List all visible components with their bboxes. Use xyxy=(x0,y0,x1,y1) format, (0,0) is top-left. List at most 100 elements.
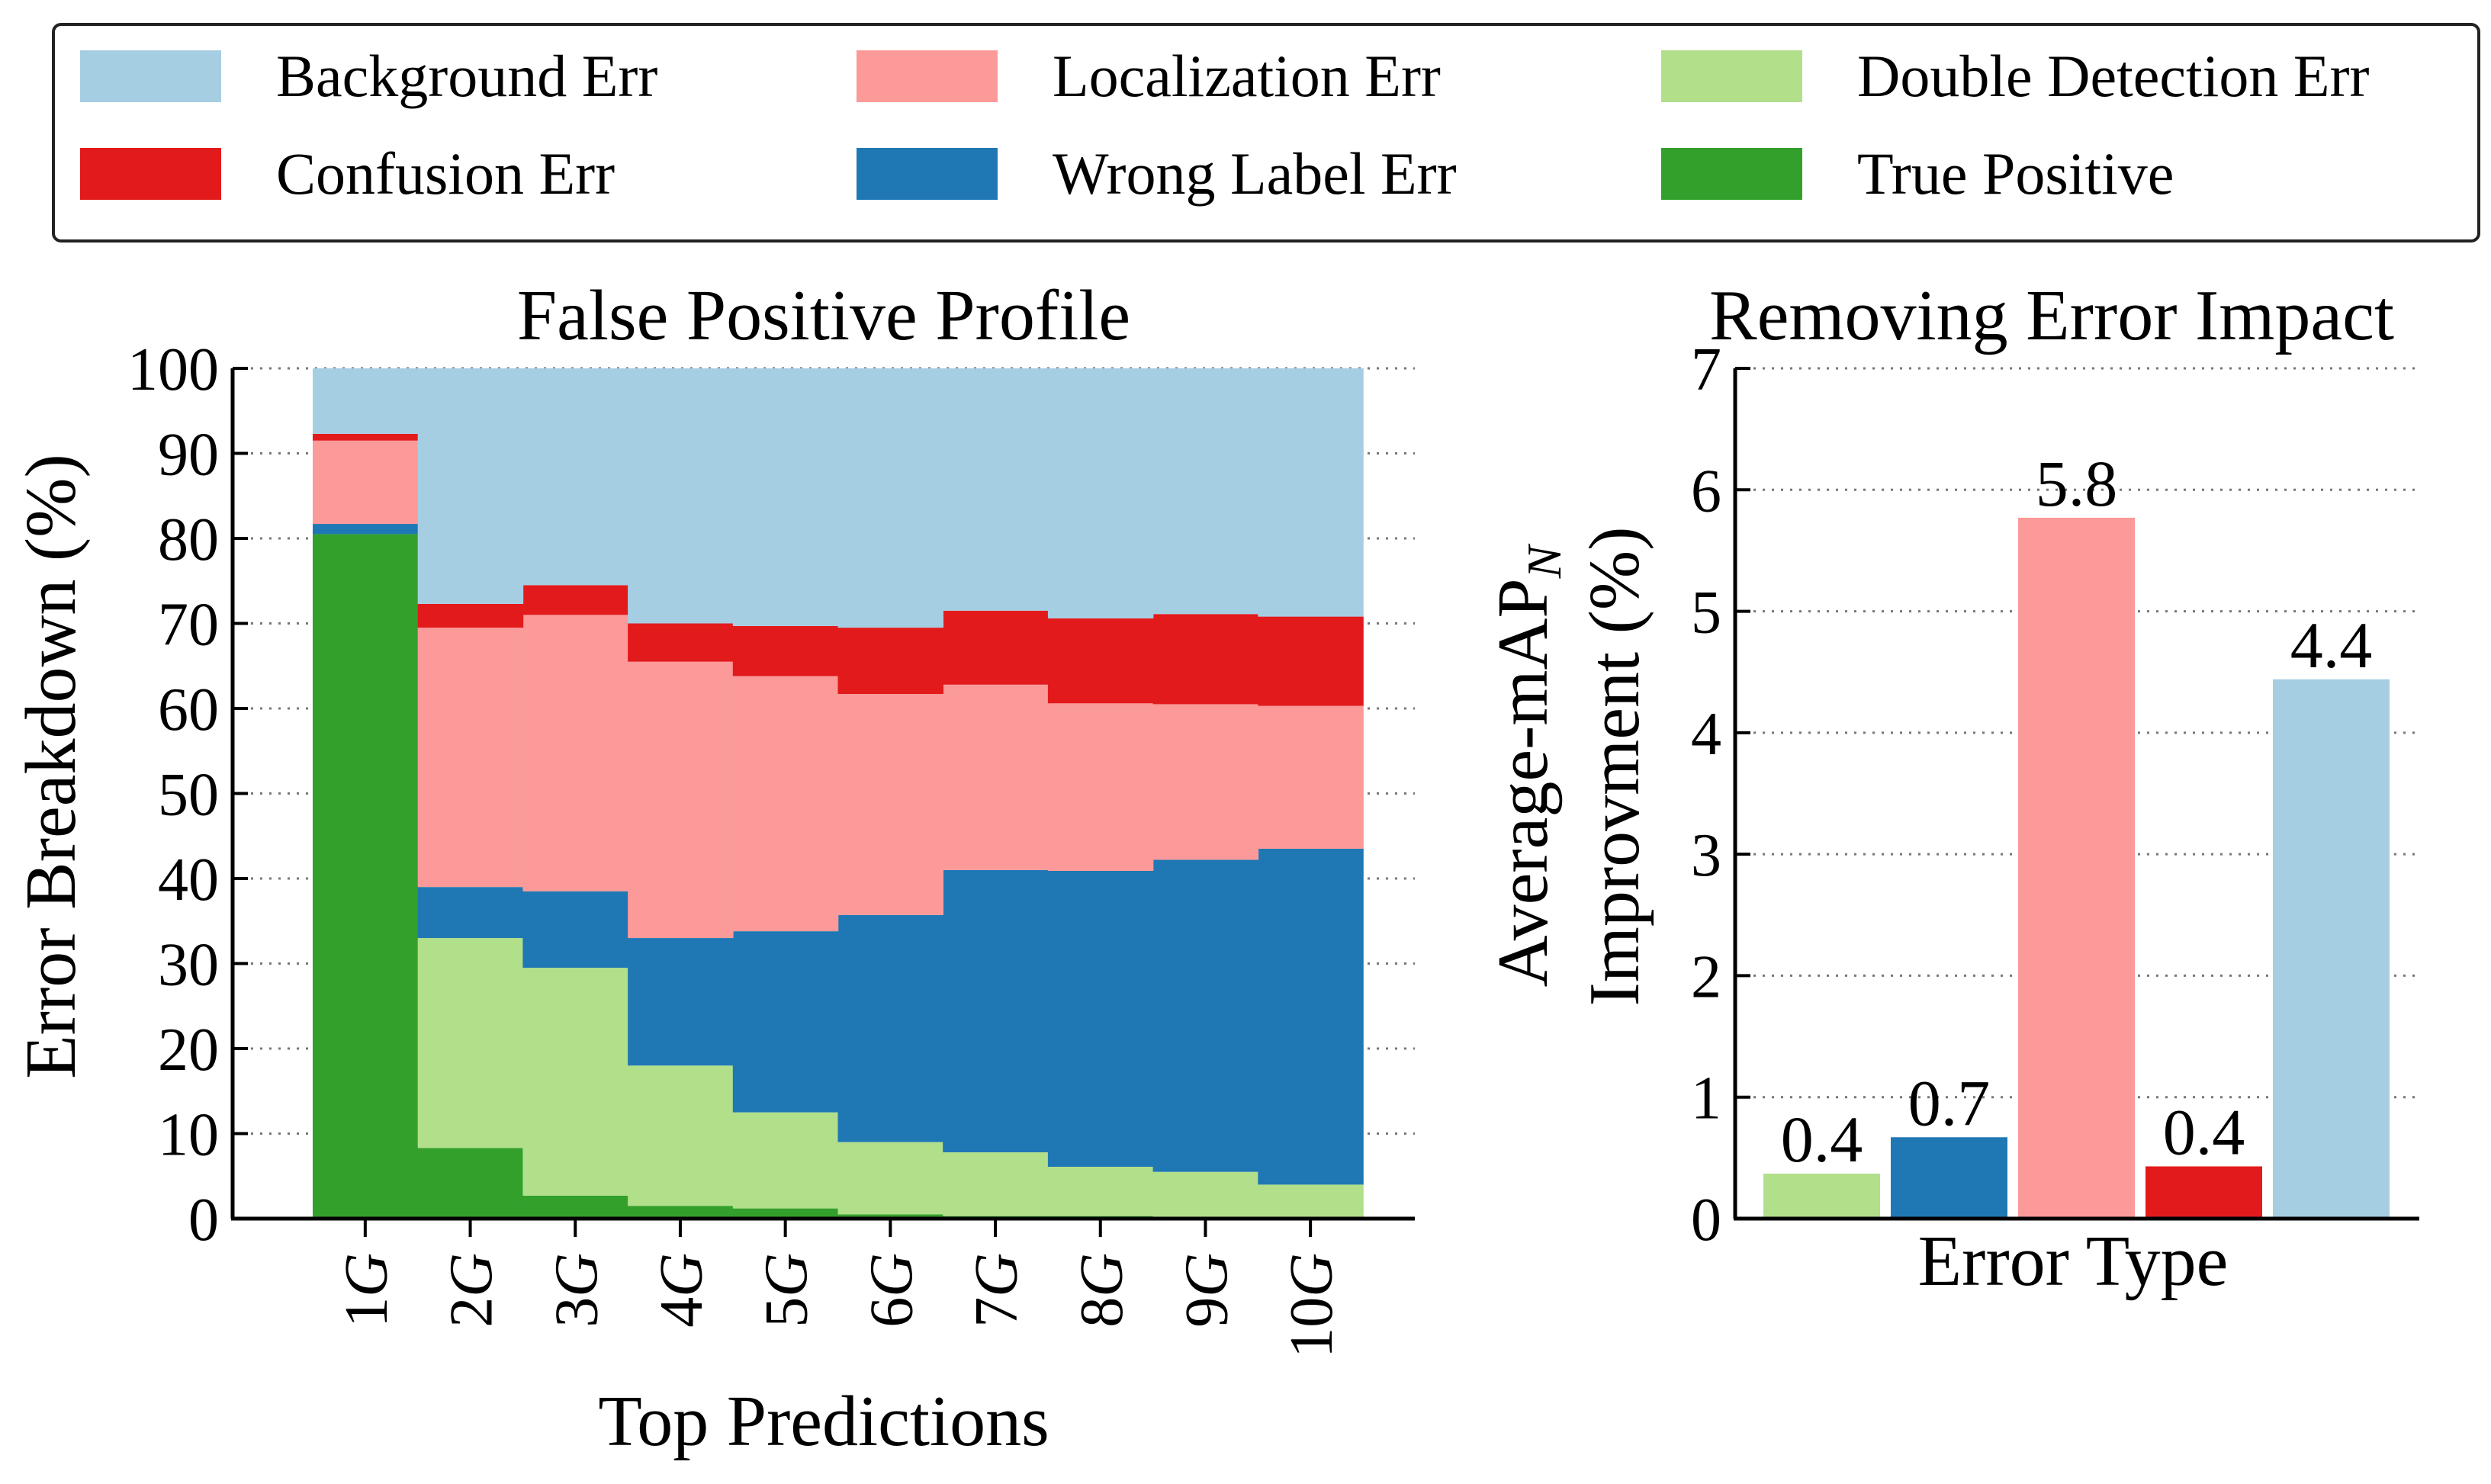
legend-swatch-wrong-label-err xyxy=(857,148,998,200)
right-y-tick-label: 5 xyxy=(1691,580,1721,647)
area-segment-confusion-err xyxy=(943,610,1049,685)
area-segment-background-err xyxy=(313,368,419,434)
area-segment-double-detection-err xyxy=(732,1112,839,1209)
area-segment-wrong-label-err xyxy=(1152,859,1259,1172)
right-y-axis-label: Average-mAPN Improvment (%) xyxy=(1483,526,1654,1006)
left-x-tick-label: 8G xyxy=(1069,1253,1136,1328)
false-positive-profile-chart: False Positive Profile 0 10 20 30 40 50 60 70 80… xyxy=(11,276,1415,1461)
right-y-axis-label-subscript: N xyxy=(1517,543,1571,579)
legend-swatch-double-detection-err xyxy=(1661,50,1802,102)
right-y-tick-label: 3 xyxy=(1691,822,1721,889)
legend-label-double-detection-err: Double Detection Err xyxy=(1857,43,2369,109)
left-y-tick-label: 70 xyxy=(158,592,219,659)
left-x-tick-label: 7G xyxy=(963,1253,1030,1328)
left-x-tick-label: 4G xyxy=(648,1253,715,1328)
right-y-tick-label: 4 xyxy=(1691,701,1721,768)
area-segment-wrong-label-err xyxy=(417,887,524,939)
area-segment-true-positive xyxy=(732,1208,839,1219)
area-segment-localization-err xyxy=(943,684,1049,870)
area-segment-confusion-err xyxy=(628,623,734,662)
bar-background-err xyxy=(2273,679,2390,1219)
bar-value-label: 4.4 xyxy=(2290,609,2373,682)
left-y-axis-label: Error Breakdown (%) xyxy=(11,454,91,1079)
area-segment-true-positive xyxy=(628,1206,734,1219)
area-segment-confusion-err xyxy=(732,625,839,676)
legend-swatch-confusion-err xyxy=(80,148,221,200)
area-segment-wrong-label-err xyxy=(943,869,1049,1153)
left-y-tick-label: 60 xyxy=(158,676,219,744)
right-axes xyxy=(1733,368,2419,1221)
left-x-tick-label: 1G xyxy=(333,1253,400,1328)
left-y-tick-label: 30 xyxy=(158,932,219,999)
left-y-ticks: 0 10 20 30 40 50 60 70 80 90 100 xyxy=(127,336,248,1254)
area-segment-double-detection-err xyxy=(1152,1171,1259,1217)
area-segment-background-err xyxy=(1258,368,1364,617)
left-x-ticks: 1G 2G 3G 4G 5G 6G 7G 8G 9G 10G xyxy=(333,1219,1345,1358)
area-segment-localization-err xyxy=(1047,703,1154,871)
area-segment-confusion-err xyxy=(1258,616,1364,706)
area-segment-confusion-err xyxy=(1152,614,1259,705)
area-segment-background-err xyxy=(628,368,734,624)
left-x-axis-label: Top Predictions xyxy=(598,1382,1049,1461)
left-y-tick-label: 80 xyxy=(158,506,219,573)
legend-swatch-localization-err xyxy=(857,50,998,102)
bar-value-label: 5.8 xyxy=(2036,447,2118,520)
right-y-tick-label: 2 xyxy=(1691,943,1721,1010)
area-segment-localization-err xyxy=(522,615,628,891)
left-x-tick-label: 2G xyxy=(439,1253,506,1328)
left-x-tick-label: 3G xyxy=(543,1253,610,1328)
area-segment-confusion-err xyxy=(417,603,524,628)
right-chart-title: Removing Error Impact xyxy=(1709,276,2394,355)
right-x-axis-label: Error Type xyxy=(1918,1222,2229,1301)
left-x-tick-label: 6G xyxy=(858,1253,925,1328)
area-segment-background-err xyxy=(417,368,524,604)
area-segment-double-detection-err xyxy=(522,968,628,1196)
area-segment-background-err xyxy=(837,368,943,628)
area-segment-true-positive xyxy=(522,1195,628,1219)
left-y-tick-label: 90 xyxy=(158,422,219,489)
legend-label-localization-err: Localization Err xyxy=(1053,43,1441,109)
bar-value-label: 0.4 xyxy=(1781,1103,1863,1176)
area-segment-double-detection-err xyxy=(1258,1184,1364,1217)
legend-frame xyxy=(52,23,2480,243)
area-segment-background-err xyxy=(732,368,839,626)
area-segment-wrong-label-err xyxy=(1047,870,1154,1167)
area-segment-double-detection-err xyxy=(628,1065,734,1206)
bar-wrong-label-err xyxy=(1891,1137,2007,1219)
area-segment-background-err xyxy=(1152,368,1259,615)
bar-confusion-err xyxy=(2145,1166,2262,1219)
area-segment-localization-err xyxy=(732,676,839,932)
right-y-axis-label-line1: Average-mAPN xyxy=(1483,543,1571,987)
area-segment-localization-err xyxy=(837,694,943,915)
removing-error-impact-chart: Removing Error Impact 0 1 2 3 4 5 6 7 0.4 0.7 5.8… xyxy=(1483,276,2419,1301)
area-segment-localization-err xyxy=(313,440,419,525)
area-segment-wrong-label-err xyxy=(1258,848,1364,1185)
legend-swatch-background-err xyxy=(80,50,221,102)
left-x-tick-label: 5G xyxy=(754,1253,821,1328)
area-segment-double-detection-err xyxy=(943,1152,1049,1216)
area-segment-localization-err xyxy=(1258,705,1364,849)
area-segment-confusion-err xyxy=(837,628,943,695)
left-y-tick-label: 50 xyxy=(158,762,219,829)
area-segment-background-err xyxy=(522,368,628,586)
area-segment-wrong-label-err xyxy=(522,891,628,968)
right-y-axis-label-line2: Improvment (%) xyxy=(1575,526,1654,1006)
area-segment-localization-err xyxy=(1152,704,1259,860)
right-y-tick-label: 1 xyxy=(1691,1065,1721,1132)
legend-label-wrong-label-err: Wrong Label Err xyxy=(1053,140,1457,207)
legend-label-confusion-err: Confusion Err xyxy=(276,140,615,207)
area-segment-wrong-label-err xyxy=(628,938,734,1066)
area-segment-true-positive xyxy=(417,1148,524,1219)
area-segment-confusion-err xyxy=(1047,618,1154,704)
area-segment-true-positive xyxy=(837,1214,943,1219)
left-stacked-areas xyxy=(313,368,1364,1219)
right-y-tick-label: 0 xyxy=(1691,1187,1721,1254)
left-y-tick-label: 10 xyxy=(158,1102,219,1169)
area-segment-localization-err xyxy=(417,628,524,888)
left-x-tick-label: 9G xyxy=(1173,1253,1240,1328)
area-segment-double-detection-err xyxy=(837,1142,943,1215)
area-segment-confusion-err xyxy=(313,433,419,441)
right-y-ticks: 0 1 2 3 4 5 6 7 xyxy=(1691,336,1750,1254)
legend: Background Err Localization Err Double Det… xyxy=(52,23,2480,243)
